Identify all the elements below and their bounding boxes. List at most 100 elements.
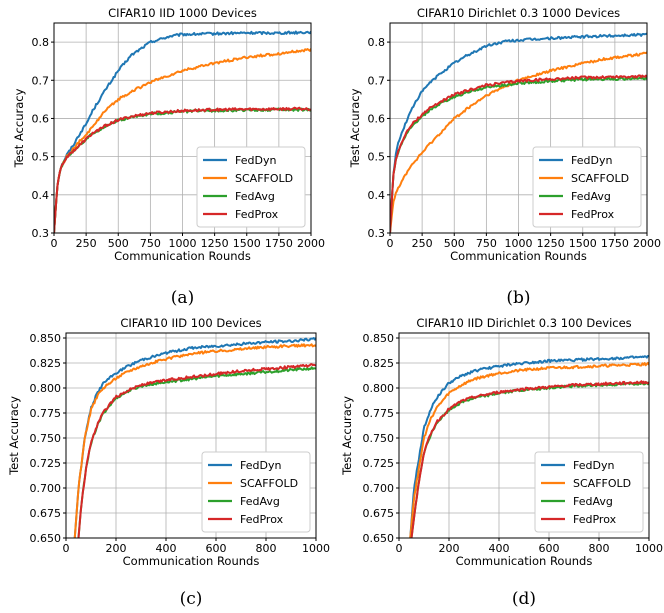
chart-title: CIFAR10 IID 100 Devices: [120, 316, 261, 330]
y-tick-label: 0.5: [368, 151, 386, 164]
y-tick-label: 0.650: [30, 532, 62, 545]
y-tick-label: 0.725: [30, 457, 62, 470]
chart-title: CIFAR10 IID Dirichlet 0.3 100 Devices: [416, 316, 631, 330]
legend-box: [196, 146, 306, 228]
x-tick-label: 2000: [297, 237, 325, 250]
y-tick-label: 0.4: [368, 189, 386, 202]
series-line-scaffold: [73, 343, 316, 538]
x-tick-label: 1750: [265, 237, 293, 250]
plot-frame: [398, 332, 650, 539]
x-axis-label: Communication Rounds: [456, 554, 593, 568]
legend-label: SCAFFOLD: [573, 477, 631, 490]
x-tick-label: 1000: [302, 542, 330, 555]
series-line-scaffold: [409, 361, 649, 538]
y-tick-label: 0.8: [32, 36, 50, 49]
chart-panel: 0 200 400 600 800 1000 0.650 0.675 0.700 0.725 0.7…: [340, 316, 663, 609]
legend-label: FedProx: [571, 208, 615, 221]
series-line-fedprox: [390, 74, 647, 233]
legend-label: SCAFFOLD: [235, 172, 293, 185]
y-tick-label: 0.675: [363, 507, 395, 520]
x-tick-label: 0: [51, 237, 58, 250]
legend-box: [201, 451, 311, 533]
y-axis-label: Test Accuracy: [12, 88, 26, 168]
legend-label: FedDyn: [235, 154, 276, 167]
chart-panel: 0 200 400 600 800 1000 0.650 0.675 0.700 0.725 0.7…: [7, 316, 330, 609]
chart-title: CIFAR10 Dirichlet 0.3 1000 Devices: [417, 6, 620, 20]
chart-panel: 0 250 500 750 1000 1250 1500 1750 2000 0.3 0.4 0.5 0…: [12, 6, 325, 308]
y-tick-label: 0.650: [363, 532, 395, 545]
x-axis-label: Communication Rounds: [450, 249, 587, 263]
legend-label: FedProx: [240, 513, 284, 526]
y-tick-label: 0.725: [363, 457, 395, 470]
x-tick-label: 1000: [505, 237, 533, 250]
legend-label: SCAFFOLD: [571, 172, 629, 185]
y-tick-label: 0.6: [368, 112, 386, 125]
legend-label: FedDyn: [571, 154, 612, 167]
y-axis-label: Test Accuracy: [340, 396, 354, 476]
x-tick-label: 200: [439, 542, 460, 555]
x-axis-label: Communication Rounds: [114, 249, 251, 263]
y-tick-label: 0.700: [30, 482, 62, 495]
series-line-fedprox: [54, 106, 311, 233]
x-tick-label: 500: [444, 237, 465, 250]
x-tick-label: 800: [256, 542, 277, 555]
chart-panel: 0 250 500 750 1000 1250 1500 1750 2000 0.3 0.4 0.5 0…: [348, 6, 661, 308]
y-tick-label: 0.675: [30, 507, 62, 520]
y-tick-label: 0.775: [30, 407, 62, 420]
x-tick-label: 750: [140, 237, 161, 250]
series-line-fedprox: [77, 363, 316, 538]
legend-label: FedDyn: [573, 459, 614, 472]
legend-label: FedProx: [573, 513, 617, 526]
x-tick-label: 500: [108, 237, 129, 250]
x-tick-label: 400: [156, 542, 177, 555]
legend-label: FedAvg: [571, 190, 611, 203]
panel-caption: (c): [180, 589, 203, 609]
chart-legend: FedDyn SCAFFOLD FedAvg FedProx: [532, 146, 642, 228]
y-tick-label: 0.8: [368, 36, 386, 49]
chart-legend: FedDyn SCAFFOLD FedAvg FedProx: [201, 451, 311, 533]
y-tick-label: 0.7: [32, 74, 50, 87]
y-axis-label: Test Accuracy: [348, 88, 362, 168]
series-line-feddyn: [409, 354, 649, 538]
x-tick-label: 2000: [633, 237, 661, 250]
legend-label: FedAvg: [240, 495, 280, 508]
y-tick-label: 0.825: [30, 357, 62, 370]
series-line-fedprox: [410, 380, 649, 538]
chart-legend: FedDyn SCAFFOLD FedAvg FedProx: [534, 451, 644, 533]
x-tick-label: 0: [387, 237, 394, 250]
y-tick-label: 0.3: [32, 227, 50, 240]
y-tick-label: 0.850: [363, 332, 395, 345]
y-tick-label: 0.750: [30, 432, 62, 445]
x-tick-label: 750: [476, 237, 497, 250]
y-tick-label: 0.4: [32, 189, 50, 202]
y-tick-label: 0.5: [32, 151, 50, 164]
x-tick-label: 200: [106, 542, 127, 555]
legend-box: [532, 146, 642, 228]
x-tick-label: 1000: [635, 542, 663, 555]
series-line-scaffold: [54, 48, 311, 233]
x-tick-label: 250: [412, 237, 433, 250]
x-tick-label: 1500: [569, 237, 597, 250]
x-axis-label: Communication Rounds: [123, 554, 260, 568]
chart-title: CIFAR10 IID 1000 Devices: [108, 6, 257, 20]
series-line-feddyn: [73, 337, 316, 538]
x-tick-label: 0: [63, 542, 70, 555]
x-tick-label: 1750: [601, 237, 629, 250]
y-axis-label: Test Accuracy: [7, 396, 21, 476]
x-tick-label: 400: [489, 542, 510, 555]
y-tick-label: 0.3: [368, 227, 386, 240]
y-tick-label: 0.850: [30, 332, 62, 345]
y-tick-label: 0.7: [368, 74, 386, 87]
x-tick-label: 1500: [233, 237, 261, 250]
y-tick-label: 0.700: [363, 482, 395, 495]
x-tick-label: 0: [396, 542, 403, 555]
x-tick-label: 600: [206, 542, 227, 555]
x-tick-label: 800: [589, 542, 610, 555]
panel-caption: (b): [506, 288, 530, 308]
y-tick-label: 0.800: [363, 382, 395, 395]
series-line-fedavg: [390, 76, 647, 233]
panel-caption: (a): [171, 288, 194, 308]
legend-box: [534, 451, 644, 533]
legend-label: FedProx: [235, 208, 279, 221]
